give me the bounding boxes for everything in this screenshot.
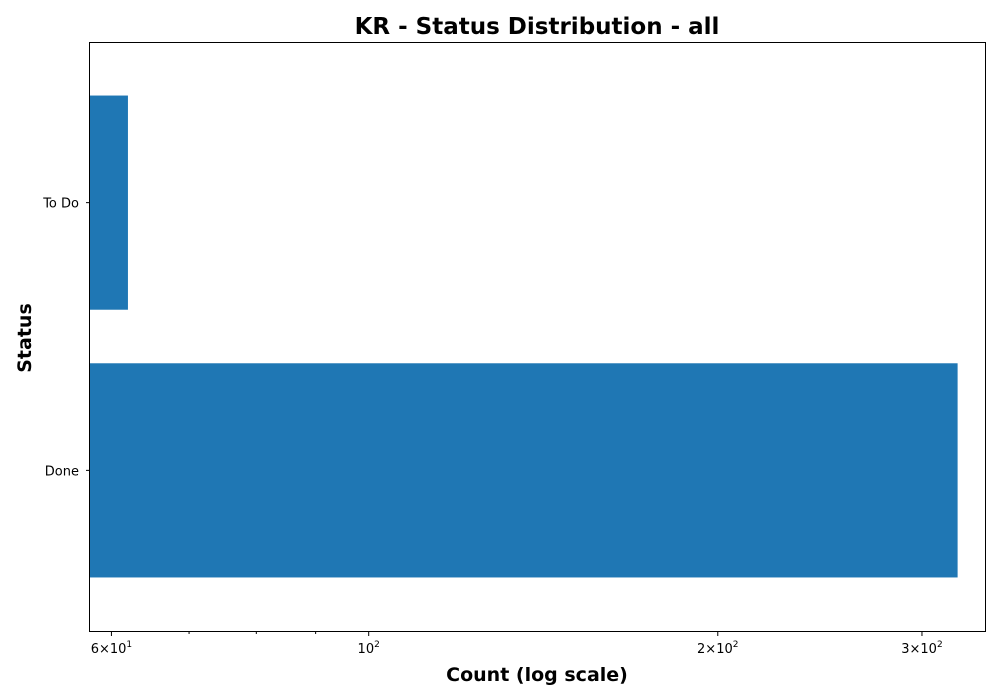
- y-tick-label-to-do: To Do: [42, 197, 79, 212]
- bar-done: [90, 363, 958, 578]
- x-axis-title: Count (log scale): [446, 664, 628, 686]
- y-axis-title: Status: [14, 303, 36, 373]
- x-tick-label-0: 6×101: [91, 640, 132, 657]
- y-axis: Done To Do: [42, 197, 90, 479]
- x-tick-label-2: 2×102: [697, 640, 738, 657]
- chart-title: KR - Status Distribution - all: [355, 14, 720, 40]
- y-tick-label-done: Done: [45, 464, 79, 479]
- bars-group: [90, 95, 958, 578]
- x-tick-label-1: 102: [358, 640, 380, 657]
- x-axis: 6×101 102 2×102 3×102: [91, 631, 943, 657]
- bar-to-do: [90, 95, 128, 310]
- plot-frame: [89, 42, 986, 632]
- x-tick-label-3: 3×102: [901, 640, 942, 657]
